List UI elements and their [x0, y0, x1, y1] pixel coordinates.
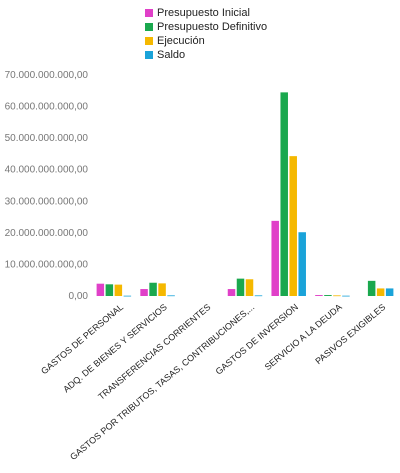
legend-label: Presupuesto Inicial	[157, 7, 250, 19]
y-tick-label: 10.000.000.000,00	[5, 259, 89, 270]
bar	[254, 295, 263, 297]
legend-label: Presupuesto Definitivo	[157, 21, 268, 33]
y-tick-label: 40.000.000.000,00	[5, 165, 89, 176]
bar	[333, 295, 341, 297]
bar	[271, 220, 279, 296]
bar	[289, 156, 297, 296]
legend-item-presupuesto-inicial[interactable]: Presupuesto Inicial	[145, 6, 267, 20]
bar	[245, 279, 254, 296]
bar	[315, 295, 323, 296]
legend-item-ejecucion[interactable]: Ejecución	[145, 34, 267, 48]
y-tick-label: 20.000.000.000,00	[5, 228, 89, 239]
bar	[158, 283, 166, 296]
bar	[376, 288, 385, 296]
bar	[227, 289, 236, 296]
legend-item-presupuesto-definitivo[interactable]: Presupuesto Definitivo	[145, 20, 267, 34]
x-tick-label: GASTOS DE INVERSION	[214, 302, 300, 377]
bar	[324, 295, 332, 296]
legend-item-saldo[interactable]: Saldo	[145, 48, 267, 62]
bar	[280, 92, 288, 296]
y-tick-label: 60.000.000.000,00	[5, 102, 89, 113]
bar	[342, 295, 350, 297]
bar	[149, 282, 157, 296]
bar	[298, 232, 306, 296]
x-tick-label: GASTOS DE PERSONAL	[39, 302, 125, 376]
bar	[123, 295, 132, 297]
y-tick-label: 0,00	[69, 291, 89, 302]
bar	[167, 295, 175, 297]
legend-swatch	[145, 51, 153, 59]
y-tick-label: 30.000.000.000,00	[5, 196, 89, 207]
legend-label: Ejecución	[157, 35, 205, 47]
chart-legend: Presupuesto Inicial Presupuesto Definiti…	[145, 6, 267, 62]
legend-swatch	[145, 23, 153, 31]
legend-swatch	[145, 9, 153, 17]
bar	[96, 283, 105, 296]
legend-label: Saldo	[157, 49, 186, 61]
y-tick-label: 50.000.000.000,00	[5, 133, 89, 144]
bar	[385, 288, 394, 296]
bar	[105, 284, 114, 296]
y-tick-label: 70.000.000.000,00	[5, 70, 89, 81]
bar	[140, 289, 148, 296]
x-tick-label: SERVICIO A LA DEUDA	[263, 302, 344, 372]
legend-swatch	[145, 37, 153, 45]
bar	[367, 280, 376, 296]
bar	[236, 278, 245, 296]
bar	[114, 284, 123, 296]
